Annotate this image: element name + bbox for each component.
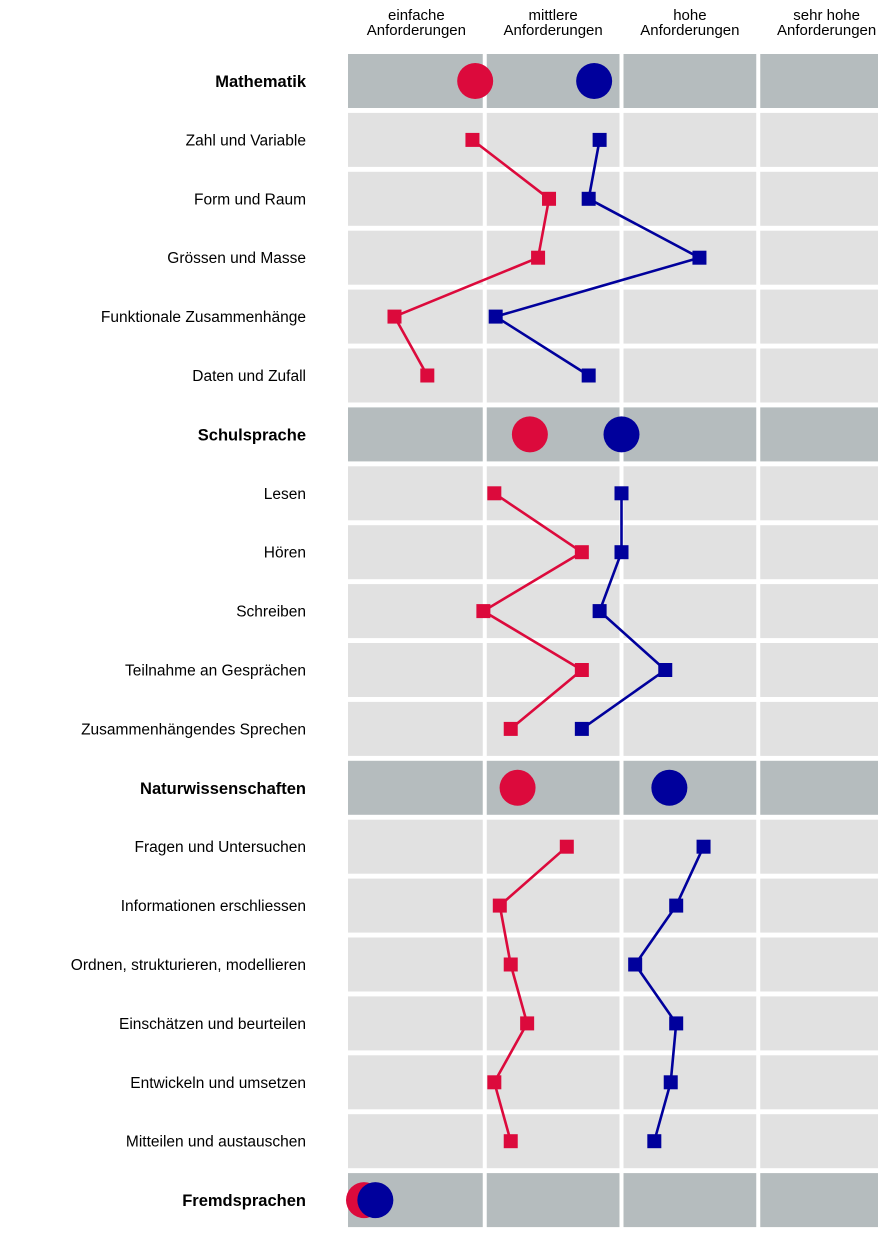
row-label: Fragen und Untersuchen bbox=[135, 839, 306, 856]
group-label: Naturwissenschaften bbox=[140, 780, 306, 798]
row-label: Teilnahme an Gesprächen bbox=[125, 663, 306, 680]
row-label: Zahl und Variable bbox=[186, 132, 306, 149]
series-a-square-marker bbox=[492, 898, 507, 913]
series-a-square-marker bbox=[503, 957, 518, 972]
item-row-background bbox=[348, 348, 878, 403]
series-b-square-marker bbox=[692, 250, 707, 265]
row-label: Grössen und Masse bbox=[167, 250, 306, 267]
column-header-label: Anforderungen bbox=[640, 22, 739, 39]
series-b-summary-circle bbox=[357, 1182, 394, 1219]
series-b-square-marker bbox=[628, 957, 643, 972]
series-b-square-marker bbox=[658, 663, 673, 677]
series-a-square-marker bbox=[387, 309, 402, 324]
row-label: Funktionale Zusammenhänge bbox=[101, 309, 306, 326]
series-a-square-marker bbox=[420, 368, 435, 383]
column-header-label: hohe bbox=[673, 7, 706, 24]
series-a-square-marker bbox=[487, 1075, 502, 1090]
group-label: Fremdsprachen bbox=[182, 1192, 306, 1210]
item-row-background bbox=[348, 1055, 878, 1110]
item-row-background bbox=[348, 1114, 878, 1169]
series-a-square-marker bbox=[476, 604, 491, 619]
series-b-square-marker bbox=[488, 309, 503, 324]
series-b-square-marker bbox=[581, 191, 596, 206]
column-header-label: einfache bbox=[388, 7, 445, 24]
row-label: Mitteilen und austauschen bbox=[126, 1134, 306, 1151]
series-b-square-marker bbox=[614, 545, 629, 560]
item-row-background bbox=[348, 584, 878, 639]
row-label: Entwickeln und umsetzen bbox=[130, 1075, 306, 1092]
series-b-summary-circle bbox=[651, 769, 688, 806]
item-row-background bbox=[348, 112, 878, 167]
row-label: Ordnen, strukturieren, modellieren bbox=[71, 957, 306, 974]
row-label: Form und Raum bbox=[194, 191, 306, 208]
series-a-line bbox=[492, 845, 568, 1142]
series-a-square-marker bbox=[574, 663, 589, 677]
series-a-summary-circle bbox=[511, 416, 548, 453]
series-b-square-marker bbox=[574, 721, 589, 736]
series-b-summary-circle bbox=[603, 416, 640, 453]
series-a-square-marker bbox=[465, 132, 480, 147]
series-b-summary-circle bbox=[576, 63, 613, 99]
row-label: Hören bbox=[264, 545, 306, 562]
series-b-square-marker bbox=[592, 604, 607, 619]
row-label: Schreiben bbox=[236, 604, 306, 621]
series-a-square-marker bbox=[531, 250, 546, 265]
series-a-square-marker bbox=[503, 721, 518, 736]
item-row-background bbox=[348, 289, 878, 344]
series-b-square-marker bbox=[581, 368, 596, 383]
series-a-summary-circle bbox=[499, 769, 536, 806]
row-label: Informationen erschliessen bbox=[121, 898, 306, 915]
column-header-label: mittlere bbox=[529, 7, 578, 24]
group-label: Mathematik bbox=[215, 73, 307, 91]
item-row-background bbox=[348, 525, 878, 580]
series-b-square-marker bbox=[696, 839, 711, 854]
row-label: Daten und Zufall bbox=[192, 368, 306, 385]
group-row-background bbox=[348, 1173, 878, 1228]
series-b-square-marker bbox=[669, 1016, 684, 1031]
group-label: Schulsprache bbox=[198, 426, 306, 444]
series-a-square-marker bbox=[487, 486, 502, 501]
item-row-background bbox=[348, 701, 878, 756]
series-b-square-marker bbox=[663, 1075, 678, 1090]
series-b-square-marker bbox=[614, 486, 629, 501]
item-row-background bbox=[348, 937, 878, 992]
column-header-label: sehr hohe bbox=[793, 7, 860, 24]
series-a-square-marker bbox=[520, 1016, 535, 1031]
item-row-background bbox=[348, 171, 878, 226]
column-header-label: Anforderungen bbox=[777, 22, 876, 39]
series-a-square-marker bbox=[542, 191, 557, 206]
row-label: Lesen bbox=[264, 486, 306, 503]
group-row-background bbox=[348, 760, 878, 815]
row-label: Zusammenhängendes Sprechen bbox=[81, 721, 306, 738]
series-a-square-marker bbox=[559, 839, 574, 854]
series-a-square-marker bbox=[503, 1134, 518, 1149]
item-row-background bbox=[348, 996, 878, 1051]
column-header-label: Anforderungen bbox=[504, 22, 603, 39]
series-a-square-marker bbox=[574, 545, 589, 560]
group-row-background bbox=[348, 54, 878, 108]
item-row-background bbox=[348, 466, 878, 521]
series-b-square-marker bbox=[669, 898, 684, 913]
item-row-background bbox=[348, 878, 878, 933]
item-row-background bbox=[348, 819, 878, 874]
series-b-square-marker bbox=[647, 1134, 662, 1149]
column-header-label: Anforderungen bbox=[367, 22, 466, 39]
item-row-background bbox=[348, 230, 878, 285]
series-b-line bbox=[633, 846, 705, 1142]
series-b-square-marker bbox=[592, 132, 607, 147]
series-a-summary-circle bbox=[457, 63, 494, 99]
item-row-background bbox=[348, 643, 878, 697]
row-label: Einschätzen und beurteilen bbox=[119, 1016, 306, 1033]
